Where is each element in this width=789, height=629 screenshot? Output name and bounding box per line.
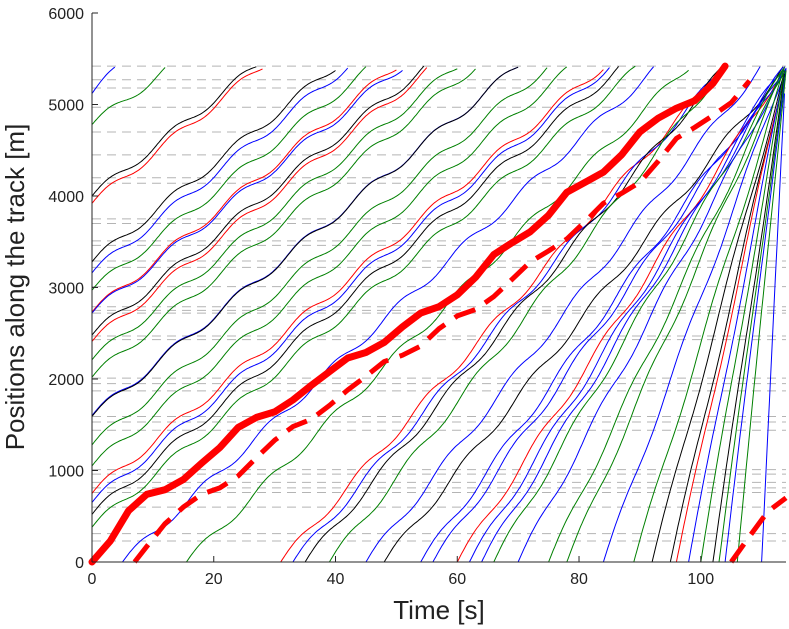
trajectory-25: [304, 66, 723, 563]
trajectory-11: [91, 68, 458, 361]
x-tick-label: 60: [448, 571, 466, 588]
trajectory-44: [700, 70, 785, 563]
highlighted-trajectories: [88, 62, 788, 566]
trajectory-41: [669, 70, 787, 563]
y-tick-label: 2000: [48, 372, 84, 389]
trajectory-0: [91, 66, 116, 94]
trajectory-47: [724, 67, 787, 563]
x-axis-title: Time [s]: [393, 595, 484, 625]
trajectory-3: [91, 68, 263, 204]
y-tick-label: 0: [75, 555, 84, 572]
trajectory-22: [185, 69, 689, 563]
trajectory-12: [91, 68, 476, 378]
trajectory-30: [432, 66, 784, 563]
x-tick-label: 80: [570, 571, 588, 588]
trajectory-39: [633, 66, 785, 563]
dashed-red-train-2: [729, 495, 788, 564]
y-tick-label: 6000: [48, 6, 84, 23]
trajectory-31: [456, 67, 785, 563]
trajectory-14: [91, 66, 519, 417]
trajectory-32: [468, 69, 787, 563]
trajectory-20: [91, 65, 636, 528]
y-tick-label: 3000: [48, 281, 84, 298]
trajectory-43: [688, 72, 785, 563]
trajectory-48: [736, 70, 787, 563]
trajectories: [91, 65, 787, 563]
trajectory-21: [122, 66, 654, 563]
trajectory-28: [383, 66, 784, 563]
trajectory-45: [712, 73, 785, 563]
trajectory-17: [91, 69, 604, 494]
trajectory-26: [328, 66, 725, 563]
trajectory-4: [91, 70, 336, 263]
trajectory-16: [91, 66, 568, 467]
trajectory-36: [548, 69, 787, 563]
trajectory-46: [718, 77, 785, 563]
trajectory-8: [91, 70, 403, 314]
trajectory-49: [761, 93, 785, 563]
trajectory-18: [91, 67, 610, 503]
plot-background: [92, 13, 786, 562]
y-tick-label: 1000: [48, 464, 84, 481]
trajectory-24: [292, 69, 726, 563]
y-tick-label: 4000: [48, 189, 84, 206]
y-axis-title: Positions along the track [m]: [0, 124, 30, 451]
trajectory-27: [365, 66, 761, 563]
trajectory-15: [91, 67, 548, 446]
x-tick-label: 0: [88, 571, 97, 588]
trajectory-5: [91, 67, 349, 274]
trajectory-10: [91, 67, 428, 342]
trajectory-9: [91, 65, 425, 336]
trajectory-7: [91, 69, 397, 313]
trajectory-42: [675, 69, 787, 563]
x-tick-label: 20: [205, 571, 223, 588]
x-tick-label: 100: [687, 571, 714, 588]
trajectory-23: [280, 69, 726, 563]
x-tick-label: 40: [327, 571, 345, 588]
trajectory-2: [91, 66, 257, 197]
trajectory-40: [651, 70, 785, 563]
trajectory-6: [91, 66, 367, 291]
trajectory-33: [481, 69, 787, 563]
trajectory-38: [602, 70, 787, 563]
trajectory-37: [566, 68, 784, 563]
trajectory-1: [91, 67, 166, 125]
y-tick-label: 5000: [48, 98, 84, 115]
dashed-red-train: [132, 79, 752, 564]
trajectory-29: [420, 68, 787, 563]
trajectory-35: [517, 66, 785, 563]
trajectory-19: [91, 66, 619, 515]
solid-red-train: [88, 62, 729, 566]
